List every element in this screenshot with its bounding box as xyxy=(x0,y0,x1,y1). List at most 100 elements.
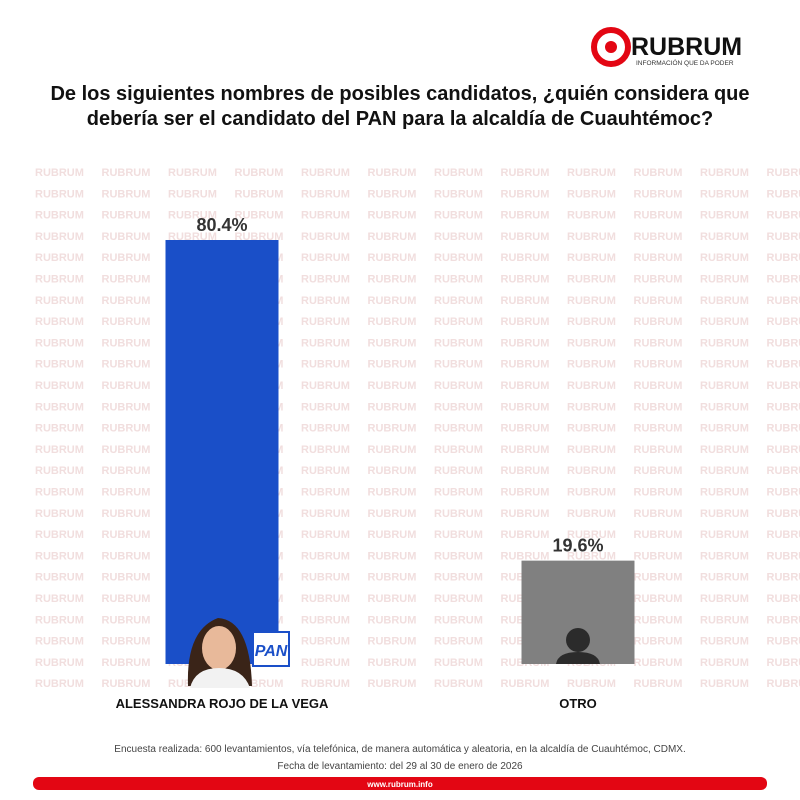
watermark-text: RUBRUM xyxy=(35,401,84,413)
watermark-text: RUBRUM xyxy=(434,465,483,477)
watermark-text: RUBRUM xyxy=(501,274,550,286)
watermark-text: RUBRUM xyxy=(301,401,350,413)
watermark-text: RUBRUM xyxy=(767,210,800,222)
category-label: OTRO xyxy=(559,696,597,711)
watermark-text: RUBRUM xyxy=(301,295,350,307)
watermark-layer: RUBRUM RUBRUM RUBRUM RUBRUM RUBRUM RUBRUM RUBR… xyxy=(35,167,800,690)
logo-tagline: INFORMACIÓN QUE DA PODER xyxy=(636,58,734,67)
watermark-text: RUBRUM xyxy=(567,167,616,179)
watermark-text: RUBRUM xyxy=(767,550,800,562)
watermark-text: RUBRUM xyxy=(35,465,84,477)
watermark-text: RUBRUM xyxy=(102,337,151,349)
footnote: Encuesta realizada: 600 levantamientos, … xyxy=(114,744,686,755)
watermark-text: RUBRUM xyxy=(235,167,284,179)
watermark-text: RUBRUM xyxy=(434,316,483,328)
watermark-text: RUBRUM xyxy=(434,487,483,499)
logo-ring xyxy=(591,27,631,67)
watermark-text: RUBRUM xyxy=(235,231,284,243)
watermark-text: RUBRUM xyxy=(368,465,417,477)
watermark-text: RUBRUM xyxy=(767,508,800,520)
watermark-text: RUBRUM xyxy=(434,380,483,392)
value-label: 19.6% xyxy=(552,536,603,556)
watermark-text: RUBRUM xyxy=(567,359,616,371)
watermark-text: RUBRUM xyxy=(567,508,616,520)
watermark-text: RUBRUM xyxy=(102,359,151,371)
watermark-text: RUBRUM xyxy=(301,380,350,392)
watermark-text: RUBRUM xyxy=(501,188,550,200)
watermark-text: RUBRUM xyxy=(434,636,483,648)
watermark-text: RUBRUM xyxy=(434,657,483,669)
watermark-text: RUBRUM xyxy=(102,167,151,179)
watermark-text: RUBRUM xyxy=(634,231,683,243)
watermark-text: RUBRUM xyxy=(700,529,749,541)
value-label: 80.4% xyxy=(196,215,247,235)
watermark-text: RUBRUM xyxy=(634,508,683,520)
watermark-text: RUBRUM xyxy=(700,337,749,349)
watermark-text: RUBRUM xyxy=(301,423,350,435)
watermark-text: RUBRUM xyxy=(368,550,417,562)
watermark-text: RUBRUM xyxy=(767,231,800,243)
watermark-text: RUBRUM xyxy=(700,593,749,605)
watermark-text: RUBRUM xyxy=(35,529,84,541)
category-label: ALESSANDRA ROJO DE LA VEGA xyxy=(116,696,329,711)
watermark-text: RUBRUM xyxy=(301,614,350,626)
watermark-text: RUBRUM xyxy=(368,614,417,626)
watermark-text: RUBRUM xyxy=(301,167,350,179)
watermark-text: RUBRUM xyxy=(700,380,749,392)
watermark-text: RUBRUM xyxy=(434,678,483,690)
watermark-text: RUBRUM xyxy=(168,167,217,179)
watermark-text: RUBRUM xyxy=(35,274,84,286)
watermark-text: RUBRUM xyxy=(301,188,350,200)
watermark-text: RUBRUM xyxy=(767,274,800,286)
watermark-text: RUBRUM xyxy=(301,550,350,562)
watermark-text: RUBRUM xyxy=(102,210,151,222)
watermark-text: RUBRUM xyxy=(567,678,616,690)
watermark-text: RUBRUM xyxy=(434,274,483,286)
watermark-text: RUBRUM xyxy=(35,337,84,349)
watermark-text: RUBRUM xyxy=(102,188,151,200)
watermark-text: RUBRUM xyxy=(634,380,683,392)
watermark-text: RUBRUM xyxy=(434,210,483,222)
watermark-text: RUBRUM xyxy=(434,337,483,349)
watermark-text: RUBRUM xyxy=(634,636,683,648)
watermark-text: RUBRUM xyxy=(634,593,683,605)
watermark-text: RUBRUM xyxy=(102,231,151,243)
watermark-text: RUBRUM xyxy=(567,487,616,499)
watermark-text: RUBRUM xyxy=(102,529,151,541)
watermark-text: RUBRUM xyxy=(567,423,616,435)
watermark-text: RUBRUM xyxy=(767,380,800,392)
watermark-text: RUBRUM xyxy=(434,423,483,435)
watermark-text: RUBRUM xyxy=(35,167,84,179)
watermark-text: RUBRUM xyxy=(102,401,151,413)
watermark-text: RUBRUM xyxy=(634,465,683,477)
watermark-text: RUBRUM xyxy=(767,678,800,690)
watermark-text: RUBRUM xyxy=(700,572,749,584)
watermark-text: RUBRUM xyxy=(767,359,800,371)
watermark-text: RUBRUM xyxy=(102,423,151,435)
watermark-text: RUBRUM xyxy=(301,593,350,605)
watermark-text: RUBRUM xyxy=(700,359,749,371)
watermark-text: RUBRUM xyxy=(35,380,84,392)
watermark-text: RUBRUM xyxy=(301,487,350,499)
watermark-text: RUBRUM xyxy=(567,444,616,456)
watermark-text: RUBRUM xyxy=(501,401,550,413)
footnotes: Encuesta realizada: 600 levantamientos, … xyxy=(20,741,780,775)
watermark-text: RUBRUM xyxy=(567,231,616,243)
watermark-text: RUBRUM xyxy=(700,188,749,200)
watermark-text: RUBRUM xyxy=(567,188,616,200)
watermark-text: RUBRUM xyxy=(434,508,483,520)
watermark-text: RUBRUM xyxy=(501,380,550,392)
watermark-text: RUBRUM xyxy=(35,487,84,499)
watermark-text: RUBRUM xyxy=(700,636,749,648)
watermark-text: RUBRUM xyxy=(301,337,350,349)
watermark-text: RUBRUM xyxy=(301,678,350,690)
watermark-text: RUBRUM xyxy=(700,295,749,307)
watermark-text: RUBRUM xyxy=(634,401,683,413)
watermark-text: RUBRUM xyxy=(434,401,483,413)
watermark-text: RUBRUM xyxy=(35,444,84,456)
watermark-text: RUBRUM xyxy=(634,359,683,371)
watermark-text: RUBRUM xyxy=(368,188,417,200)
watermark-text: RUBRUM xyxy=(102,444,151,456)
watermark-text: RUBRUM xyxy=(634,188,683,200)
